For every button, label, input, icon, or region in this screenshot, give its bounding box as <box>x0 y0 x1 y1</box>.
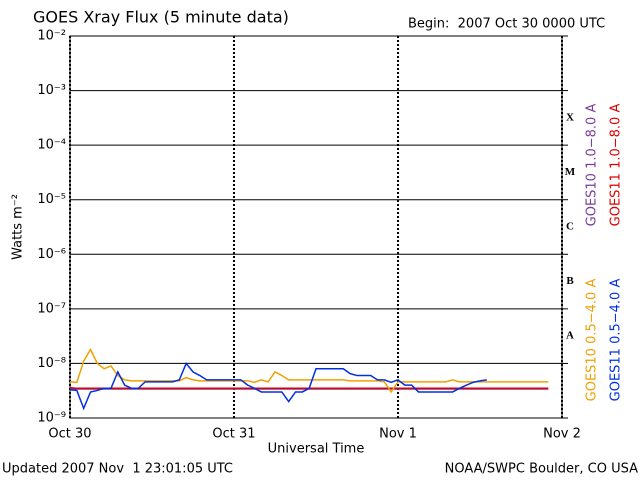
flare-class-label: C <box>566 221 574 233</box>
flare-class-label: M <box>565 166 576 178</box>
y-tick-label: 10⁻⁵ <box>37 192 66 207</box>
legend-entry: GOES11 1.0−8.0 A <box>609 104 624 227</box>
y-tick-label: 10⁻⁹ <box>37 411 66 426</box>
y-tick-label: 10⁻² <box>37 29 66 44</box>
y-axis-title: Watts m⁻² <box>11 194 26 260</box>
x-tick-label: Nov 2 <box>543 427 581 442</box>
footer-left: Updated 2007 Nov 1 23:01:05 UTC <box>2 462 233 477</box>
series-line <box>69 361 487 411</box>
series-line <box>69 347 549 394</box>
footer-right: NOAA/SWPC Boulder, CO USA <box>445 462 638 477</box>
x-tick-label: Oct 30 <box>48 427 91 442</box>
chart-title: GOES Xray Flux (5 minute data) <box>33 8 289 27</box>
legend-entry: GOES11 0.5−4.0 A <box>609 279 624 402</box>
y-tick-label: 10⁻⁸ <box>37 356 66 371</box>
legend-entry: GOES10 0.5−4.0 A <box>585 279 600 402</box>
x-tick-label: Oct 31 <box>212 427 255 442</box>
flare-class-label: B <box>566 275 574 287</box>
y-tick-label: 10⁻⁶ <box>37 247 66 262</box>
y-tick-label: 10⁻⁷ <box>37 301 66 316</box>
legend-entry: GOES10 1.0−8.0 A <box>585 104 600 227</box>
x-tick-label: Nov 1 <box>379 427 417 442</box>
y-tick-label: 10⁻⁴ <box>37 138 66 153</box>
x-axis-title: Universal Time <box>268 442 365 457</box>
flare-class-label: A <box>566 330 574 342</box>
flare-class-label: X <box>566 111 574 123</box>
chart-subtitle: Begin: 2007 Oct 30 0000 UTC <box>408 17 605 32</box>
y-tick-label: 10⁻³ <box>37 83 66 98</box>
